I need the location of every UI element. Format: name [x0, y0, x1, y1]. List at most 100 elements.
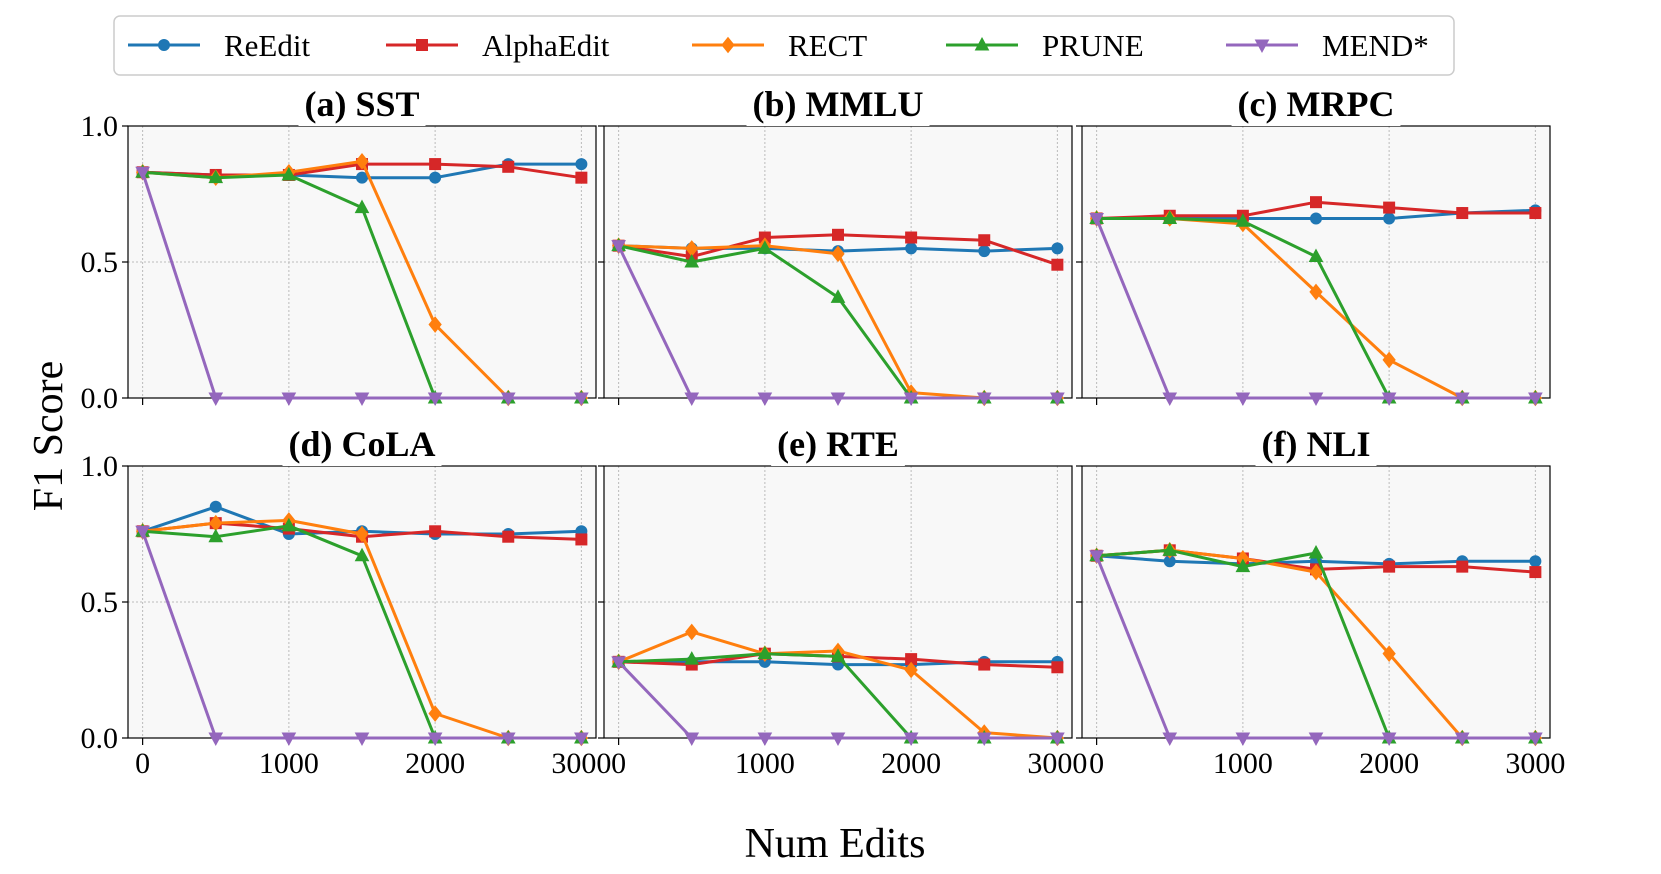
data-point-mend: [427, 392, 443, 407]
legend: ReEdit AlphaEdit RECT PRUNE MEND*: [113, 15, 1455, 76]
legend-entry-alphaedit: AlphaEdit: [386, 28, 610, 63]
data-point-rect: [904, 661, 918, 679]
data-point-mend: [1162, 392, 1178, 407]
data-point-mend: [830, 392, 846, 407]
data-point-alphaedit: [905, 231, 918, 244]
legend-entry-rect: RECT: [692, 28, 867, 63]
data-point-alphaedit: [1310, 196, 1322, 209]
data-point-rect: [428, 316, 442, 333]
data-point-alphaedit: [1383, 201, 1396, 214]
panel-title-backdrop: [1231, 86, 1401, 126]
data-point-mend: [1308, 392, 1324, 407]
y-tick-label: 0.5: [81, 586, 119, 619]
data-point-prune: [684, 651, 700, 665]
x-tick-label: 3000: [1027, 747, 1087, 780]
data-point-reedit: [1383, 212, 1396, 225]
data-point-mend: [427, 732, 443, 747]
data-point-mend: [1308, 732, 1324, 747]
x-axis-label: Num Edits: [745, 821, 926, 867]
y-axis-label: F1 Score: [26, 361, 72, 512]
data-point-rect: [355, 525, 369, 543]
data-point-alphaedit: [1529, 207, 1542, 220]
legend-label-mend: MEND*: [1322, 28, 1429, 63]
data-point-mend: [757, 732, 773, 747]
data-point-mend: [903, 392, 919, 407]
data-point-rect: [355, 153, 369, 170]
panel-a-sst: 0.0 0.5 1.0 (a) SST: [81, 84, 597, 415]
data-point-mend: [1235, 392, 1251, 407]
data-point-mend: [208, 392, 224, 407]
data-point-alphaedit: [1456, 207, 1469, 220]
data-point-reedit: [978, 245, 991, 258]
x-tick-label: 2000: [881, 747, 941, 780]
legend-label-reedit: ReEdit: [224, 28, 310, 63]
legend-label-rect: RECT: [788, 28, 867, 63]
panel-c-mrpc: (c) MRPC: [1076, 84, 1551, 407]
x-tick-label: 1000: [735, 747, 795, 780]
data-point-mend: [1454, 392, 1470, 407]
legend-label-alphaedit: AlphaEdit: [482, 28, 610, 63]
legend-marker-mend: [1254, 39, 1270, 54]
data-point-reedit: [1051, 242, 1064, 255]
data-point-reedit: [575, 158, 588, 171]
data-point-mend: [1454, 732, 1470, 747]
data-point-mend: [1089, 212, 1104, 227]
y-tick-label: 1.0: [81, 450, 119, 483]
data-point-rect: [1309, 563, 1323, 581]
data-point-alphaedit: [978, 658, 991, 671]
legend-entry-prune: PRUNE: [946, 28, 1144, 63]
y-tick-label: 1.0: [81, 110, 119, 143]
data-point-mend: [976, 392, 992, 407]
panel-b-mmlu: (b) MMLU: [598, 84, 1073, 407]
data-point-alphaedit: [429, 158, 442, 171]
x-tick-label: 3000: [1505, 747, 1565, 780]
data-point-rect: [831, 245, 845, 263]
data-point-alphaedit: [1051, 258, 1064, 271]
panel-title-backdrop: [771, 426, 905, 466]
data-point-alphaedit: [575, 533, 588, 546]
data-point-mend: [135, 166, 150, 181]
data-point-mend: [757, 392, 773, 407]
data-point-mend: [281, 732, 297, 747]
panel-title: (f) NLI: [1262, 424, 1371, 464]
data-point-rect: [685, 623, 699, 641]
series-mend: [1089, 212, 1543, 407]
data-point-prune: [354, 199, 370, 214]
data-point-prune: [208, 169, 224, 184]
data-point-prune: [757, 645, 773, 660]
data-point-prune: [684, 253, 700, 268]
data-point-mend: [903, 732, 919, 747]
data-point-mend: [611, 656, 626, 670]
data-point-rect: [1382, 645, 1396, 662]
data-point-mend: [684, 392, 700, 407]
panel-e-rte: 0 1000 2000 3000 (e) RTE: [598, 424, 1087, 780]
data-point-reedit: [905, 242, 918, 255]
data-point-mend: [208, 732, 224, 747]
data-point-prune: [1162, 210, 1178, 224]
data-point-mend: [500, 392, 516, 407]
panel-title: (c) MRPC: [1238, 84, 1395, 124]
legend-entry-mend: MEND*: [1226, 28, 1429, 63]
data-point-prune: [757, 240, 773, 254]
series-mend: [1089, 550, 1543, 747]
data-point-mend: [135, 525, 150, 540]
data-point-alphaedit: [832, 228, 844, 241]
series-mend: [611, 656, 1065, 747]
data-point-prune: [830, 289, 846, 303]
data-point-mend: [1050, 392, 1065, 407]
legend-label-prune: PRUNE: [1042, 28, 1144, 63]
data-point-alphaedit: [1456, 560, 1469, 573]
data-point-mend: [1162, 732, 1178, 747]
y-tick-label: 0.5: [81, 246, 119, 279]
x-tick-label: 2000: [405, 747, 465, 780]
data-point-mend: [1089, 550, 1104, 564]
legend-entry-reedit: ReEdit: [128, 28, 310, 63]
data-point-mend: [1528, 732, 1543, 747]
x-tick-label: 1000: [1213, 747, 1273, 780]
data-point-prune: [354, 547, 370, 562]
data-point-rect: [1382, 351, 1396, 369]
data-point-mend: [574, 392, 589, 407]
data-point-alphaedit: [429, 525, 442, 538]
data-point-mend: [976, 732, 992, 747]
